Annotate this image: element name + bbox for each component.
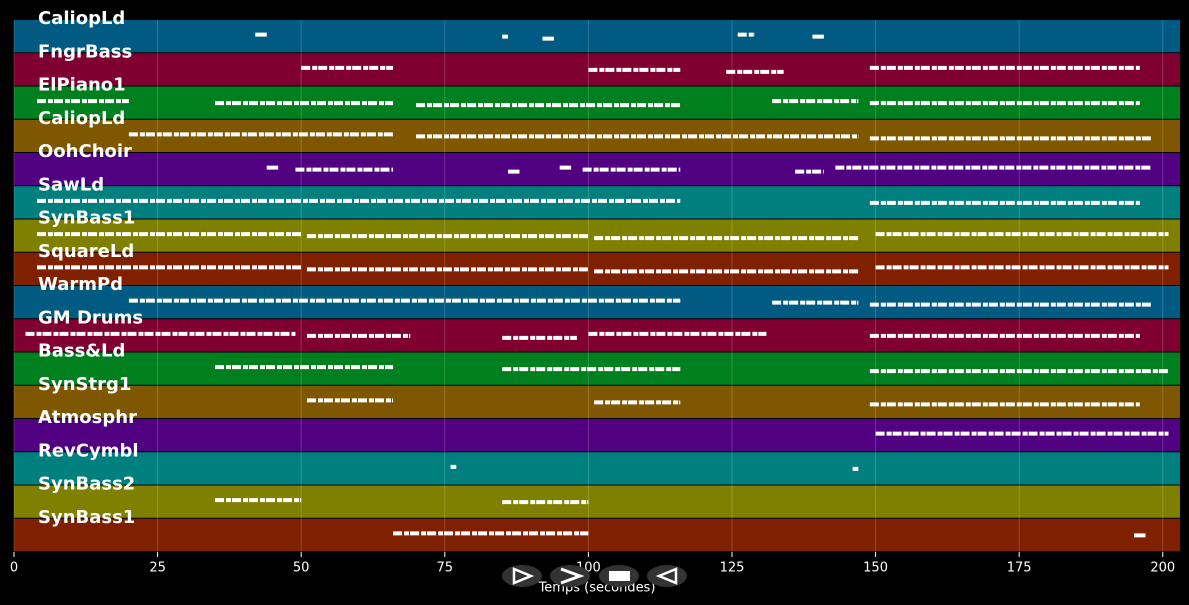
track-label: ElPiano1 <box>38 75 126 96</box>
forward-button[interactable] <box>550 565 590 587</box>
track-label: SynBass1 <box>38 507 135 528</box>
track-row <box>14 419 1180 452</box>
track-label: CaliopLd <box>38 108 125 129</box>
x-tick-label: 75 <box>437 561 454 576</box>
x-tick-label: 200 <box>1150 561 1175 576</box>
rewind-button[interactable] <box>647 565 687 587</box>
track-label: Atmosphr <box>38 407 137 428</box>
track-row <box>14 352 1180 385</box>
track-row <box>14 485 1180 518</box>
track-label: Bass&Ld <box>38 341 125 362</box>
track-row <box>14 86 1180 119</box>
track-row <box>14 119 1180 152</box>
track-label: FngrBass <box>38 41 132 62</box>
track-label: SynBass1 <box>38 208 135 229</box>
track-row <box>14 518 1180 551</box>
x-tick-label: 25 <box>149 561 166 576</box>
track-label: WarmPd <box>38 274 123 295</box>
track-label: RevCymbl <box>38 440 139 461</box>
x-tick-label: 0 <box>10 561 18 576</box>
playback-controls <box>502 565 687 587</box>
track-row <box>14 286 1180 319</box>
track-label: SynBass2 <box>38 474 135 495</box>
track-label: SynStrg1 <box>38 374 131 395</box>
track-label: SawLd <box>38 174 104 195</box>
x-tick-label: 150 <box>863 561 888 576</box>
track-label: CaliopLd <box>38 8 125 29</box>
track-row <box>14 452 1180 485</box>
play-button[interactable] <box>502 565 542 587</box>
x-tick-label: 125 <box>720 561 745 576</box>
track-label: SquareLd <box>38 241 134 262</box>
x-tick-label: 175 <box>1007 561 1032 576</box>
track-label: OohChoir <box>38 141 132 162</box>
x-tick-label: 50 <box>293 561 310 576</box>
stop-button[interactable] <box>599 565 639 587</box>
track-label: GM Drums <box>38 307 143 328</box>
track-row <box>14 20 1180 53</box>
